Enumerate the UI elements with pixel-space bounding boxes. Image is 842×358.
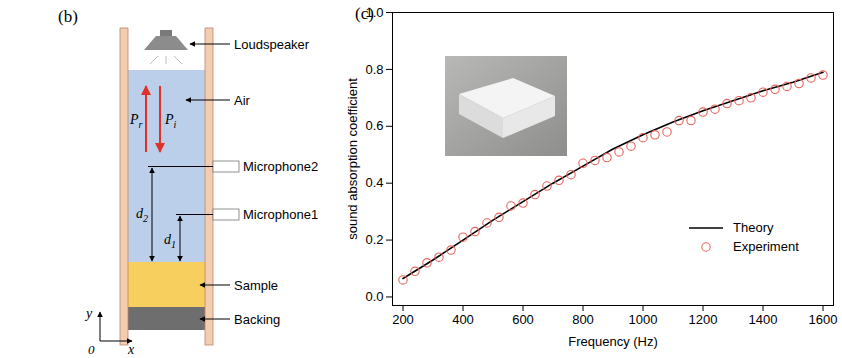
svg-text:d2: d2 (136, 206, 148, 224)
svg-text:Frequency (Hz): Frequency (Hz) (568, 334, 658, 349)
svg-text:Sample: Sample (234, 278, 278, 293)
svg-text:1600: 1600 (809, 312, 838, 327)
svg-text:(b): (b) (58, 7, 78, 26)
svg-text:sound absorption coefficient: sound absorption coefficient (345, 78, 360, 240)
svg-text:d1: d1 (164, 232, 176, 250)
svg-text:1200: 1200 (689, 312, 718, 327)
svg-text:Microphone1: Microphone1 (243, 207, 318, 222)
svg-text:Pr: Pr (129, 112, 143, 130)
svg-text:0.2: 0.2 (365, 232, 383, 247)
svg-text:600: 600 (512, 312, 534, 327)
svg-text:Loudspeaker: Loudspeaker (234, 37, 310, 52)
svg-text:0.0: 0.0 (365, 289, 383, 304)
svg-text:Air: Air (234, 93, 251, 108)
svg-text:800: 800 (572, 312, 594, 327)
svg-text:Pi: Pi (164, 112, 177, 130)
svg-text:x: x (127, 342, 135, 357)
svg-text:1000: 1000 (629, 312, 658, 327)
svg-text:y: y (84, 306, 93, 321)
svg-text:1400: 1400 (749, 312, 778, 327)
svg-text:0.4: 0.4 (365, 175, 383, 190)
svg-text:0.8: 0.8 (365, 62, 383, 77)
svg-text:400: 400 (452, 312, 474, 327)
svg-text:0: 0 (88, 342, 95, 357)
svg-text:Microphone2: Microphone2 (243, 159, 318, 174)
svg-text:200: 200 (392, 312, 414, 327)
svg-text:Backing: Backing (234, 312, 280, 327)
svg-text:0.6: 0.6 (365, 118, 383, 133)
